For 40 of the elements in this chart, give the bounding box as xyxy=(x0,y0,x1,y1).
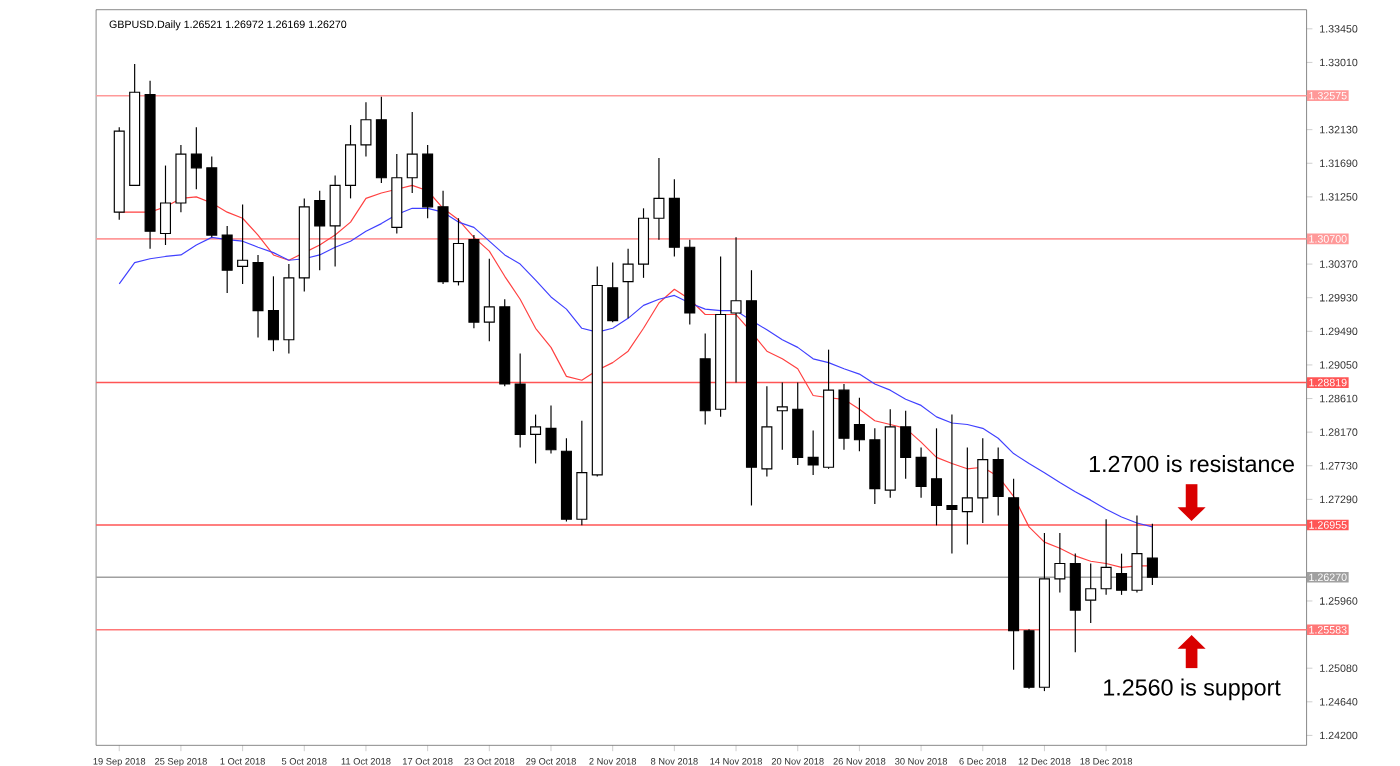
candlestick xyxy=(900,409,912,479)
candlestick xyxy=(653,156,665,240)
annotation: 1.2700 is resistance xyxy=(1089,454,1294,472)
candlestick xyxy=(360,101,372,157)
candlestick xyxy=(221,224,233,294)
candlestick xyxy=(853,396,865,452)
candlestick xyxy=(961,446,973,545)
candlestick xyxy=(267,275,279,352)
candlestick xyxy=(237,203,249,285)
candlestick xyxy=(946,413,958,554)
candlestick xyxy=(776,381,788,450)
candlestick xyxy=(530,413,542,464)
candlestick xyxy=(1100,518,1112,596)
candlestick xyxy=(1054,532,1066,593)
candlestick xyxy=(977,437,989,524)
candlestick xyxy=(1085,562,1097,624)
candlestick xyxy=(483,257,495,342)
candlestick xyxy=(406,111,418,194)
candlestick xyxy=(159,164,172,246)
candlestick xyxy=(761,385,773,477)
candlestick xyxy=(1069,552,1081,653)
candlestick xyxy=(992,446,1004,516)
candlestick xyxy=(930,427,943,526)
annotation: 1.2560 is support xyxy=(1104,678,1281,700)
candlestick xyxy=(345,124,357,199)
candlestick xyxy=(622,247,634,319)
candlestick xyxy=(730,236,742,383)
candlestick xyxy=(314,189,326,271)
candlestick xyxy=(915,446,927,499)
candlestick xyxy=(1116,552,1128,596)
candlestick xyxy=(190,126,202,190)
candlestick xyxy=(607,261,619,323)
candlestick xyxy=(452,217,465,286)
candlestick xyxy=(638,207,650,279)
candlestick xyxy=(807,429,819,476)
candlestick xyxy=(329,174,341,267)
candlestick xyxy=(545,404,557,454)
candlestick xyxy=(576,419,588,526)
candlestick xyxy=(1146,522,1158,586)
candlestick xyxy=(1131,514,1143,593)
